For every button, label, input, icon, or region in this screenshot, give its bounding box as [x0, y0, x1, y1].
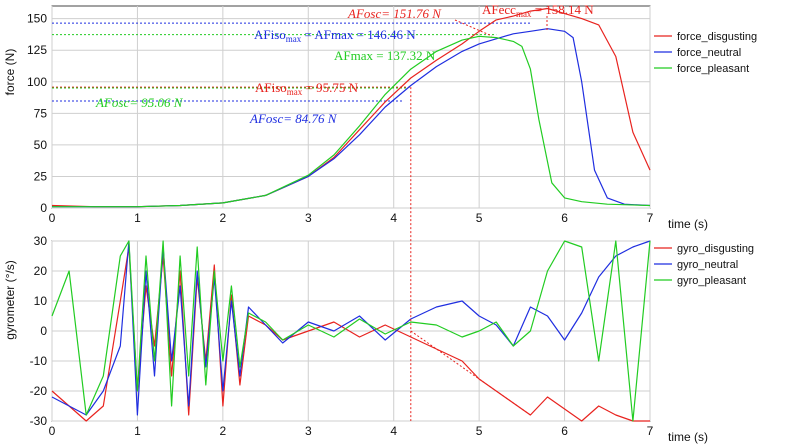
annotation-afiso-max-neutral: AFisomax = AFmax = 146.46 N [254, 27, 416, 44]
legend-label-force-disgusting: force_disgusting [677, 31, 757, 43]
gyro-x-tick: 3 [305, 424, 312, 438]
force-x-axis-label: time (s) [668, 217, 708, 231]
gyro-y-tick: 10 [34, 294, 48, 308]
gyro-x-tick: 4 [390, 424, 397, 438]
series-line-gyro-neutral [51, 240, 651, 416]
force-y-tick: 50 [34, 138, 48, 152]
force-y-axis-label: force (N) [3, 49, 17, 96]
gyro-x-tick: 0 [49, 424, 56, 438]
legend-label-gyro-pleasant: gyro_pleasant [677, 275, 746, 287]
gyro-x-tick: 7 [647, 424, 654, 438]
gyro-y-tick: 0 [40, 324, 47, 338]
gyro-y-tick-labels: -30 -20 -10 0 10 20 30 [30, 234, 48, 428]
force-x-tick: 0 [49, 211, 56, 225]
force-legend: force_disgusting force_neutral force_ple… [652, 28, 780, 78]
gyro-panel: 0 1 2 3 4 5 6 7 -30 -20 -10 0 10 20 30 time (s) gyrom… [3, 234, 780, 444]
gyro-y-tick: -10 [30, 354, 48, 368]
gyro-x-axis-label: time (s) [668, 430, 708, 444]
annotation-afosc-disgusting: AFosc= 151.76 N [347, 6, 442, 21]
gyro-y-tick: 20 [34, 264, 48, 278]
force-x-tick: 1 [134, 211, 141, 225]
force-x-tick: 6 [561, 211, 568, 225]
legend-label-gyro-neutral: gyro_neutral [677, 259, 738, 271]
afosc-disgusting-leader [454, 19, 493, 37]
force-y-tick: 150 [27, 12, 47, 26]
force-x-tick: 3 [305, 211, 312, 225]
force-gridlines [51, 6, 651, 209]
force-x-tick: 5 [476, 211, 483, 225]
series-line-gyro-pleasant [51, 240, 651, 422]
legend-label-gyro-disgusting: gyro_disgusting [677, 243, 754, 255]
legend-label-force-pleasant: force_pleasant [677, 63, 749, 75]
force-y-tick: 0 [40, 201, 47, 215]
legend-label-force-neutral: force_neutral [677, 47, 741, 59]
annotation-afosc-pleasant: AFosc= 95.06 N [95, 95, 184, 110]
gyro-legend: gyro_disgusting gyro_neutral gyro_pleasa… [652, 240, 780, 290]
annotation-afiso-max-disgusting: AFisomax = 95.75 N [255, 80, 359, 97]
annotation-afmax-pleasant: AFmax = 137.32 N [334, 48, 436, 63]
force-x-tick-labels: 0 1 2 3 4 5 6 7 [49, 211, 654, 225]
force-y-tick: 125 [27, 43, 47, 57]
force-series-lines [51, 7, 651, 208]
force-y-tick: 25 [34, 169, 48, 183]
gyro-legend-box [652, 240, 780, 290]
force-x-tick: 7 [647, 211, 654, 225]
force-legend-box [652, 28, 780, 78]
gyro-x-tick: 5 [476, 424, 483, 438]
annotation-afecc-max-disgusting: AFeccmax = 158.14 N [482, 2, 594, 19]
force-x-tick: 4 [390, 211, 397, 225]
series-line-force-pleasant [52, 35, 651, 208]
force-y-tick-labels: 0 25 50 75 100 125 150 [27, 12, 47, 215]
gyro-disgusting-trend-line [410, 330, 531, 416]
gyro-x-tick: 1 [134, 424, 141, 438]
force-y-tick: 75 [34, 106, 48, 120]
force-reference-lines [52, 22, 531, 102]
gyro-y-tick: -20 [30, 384, 48, 398]
force-y-tick: 100 [27, 75, 47, 89]
gyro-y-tick: 30 [34, 234, 48, 248]
gyro-y-axis-label: gyrometer (°/s) [3, 260, 17, 339]
force-x-tick: 2 [220, 211, 227, 225]
gyro-x-tick: 6 [561, 424, 568, 438]
gyro-y-tick: -30 [30, 414, 48, 428]
gyro-series-lines [51, 240, 651, 422]
gyro-x-tick-labels: 0 1 2 3 4 5 6 7 [49, 424, 654, 438]
force-panel: 0 1 2 3 4 5 6 7 0 25 50 75 100 125 150 time (s) force… [3, 2, 780, 231]
gyro-x-tick: 2 [220, 424, 227, 438]
annotation-afosc-neutral: AFosc= 84.76 N [249, 111, 338, 126]
